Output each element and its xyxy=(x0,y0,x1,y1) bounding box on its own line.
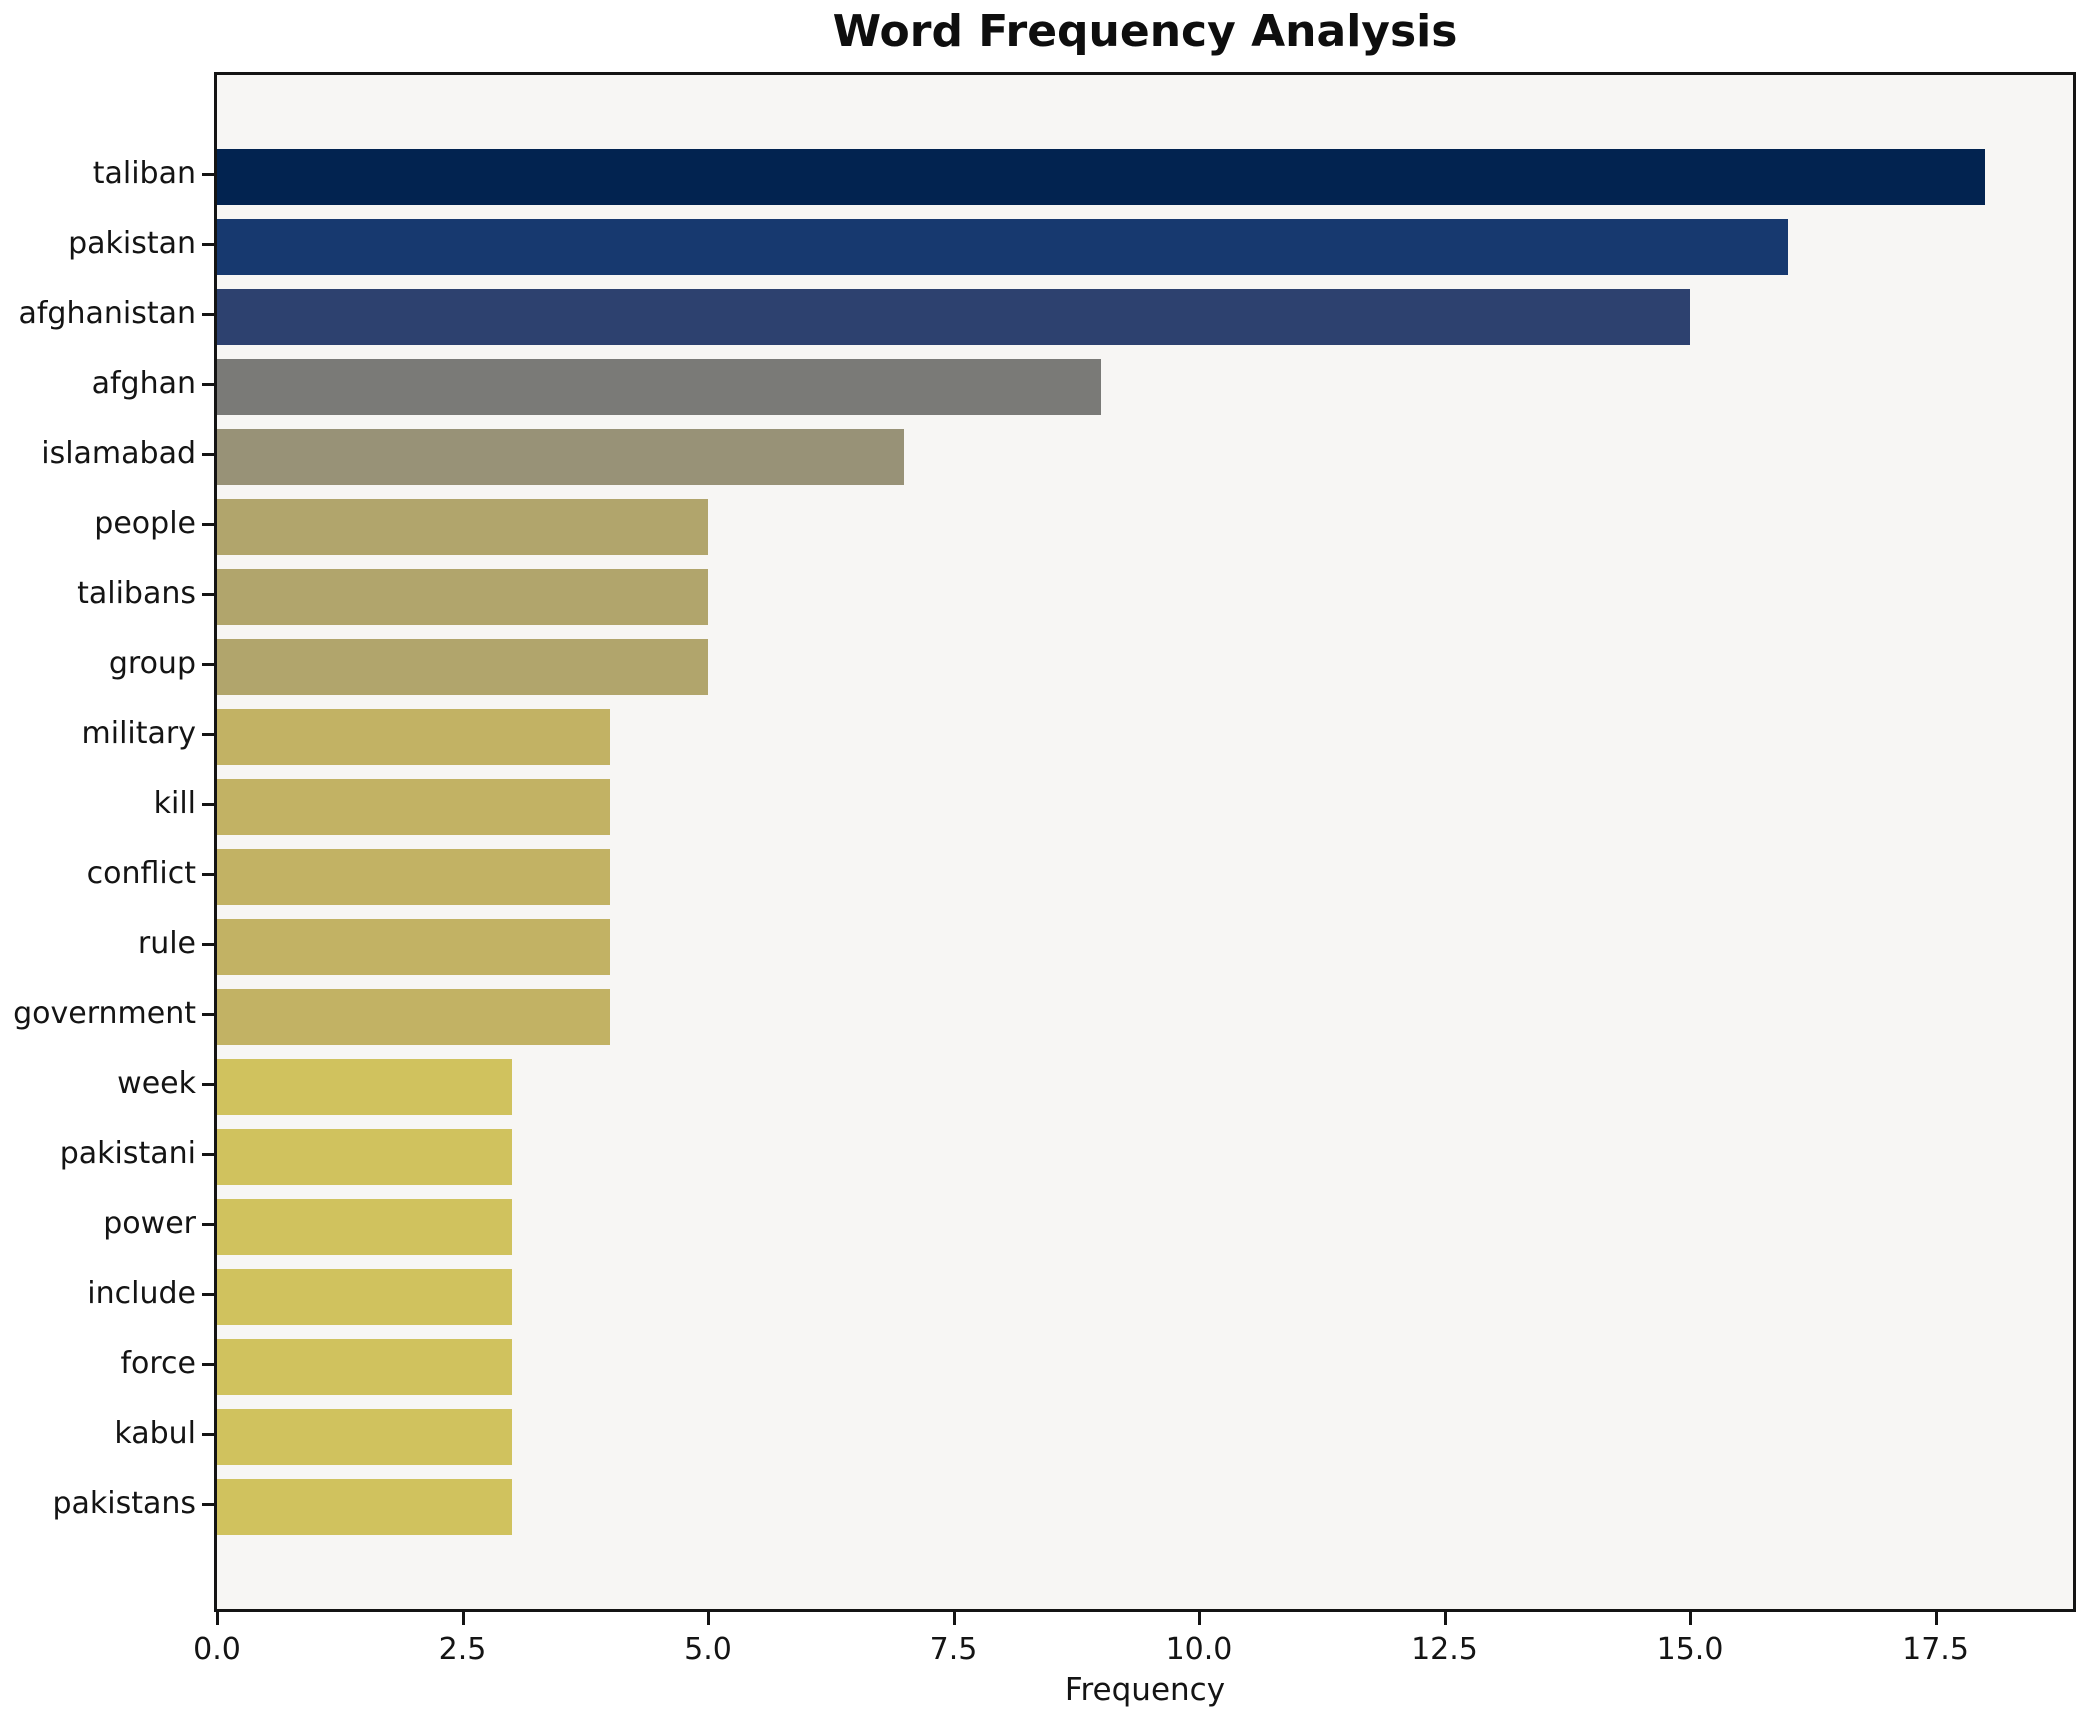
y-tick-pakistans xyxy=(202,1503,214,1507)
y-tick-talibans xyxy=(202,592,214,596)
bar-rule xyxy=(217,919,610,976)
x-tick-12.5 xyxy=(1443,1612,1447,1625)
y-label-pakistans: pakistans xyxy=(52,1486,196,1522)
y-label-islamabad: islamabad xyxy=(41,435,196,471)
y-label-pakistan: pakistan xyxy=(68,225,196,261)
y-label-people: people xyxy=(94,505,196,541)
y-tick-week xyxy=(202,1083,214,1087)
bar-pakistani xyxy=(217,1129,512,1186)
bar-people xyxy=(217,498,708,555)
bar-power xyxy=(217,1199,512,1256)
y-tick-afghan xyxy=(202,382,214,386)
x-tick-label-15.0: 15.0 xyxy=(1656,1632,1724,1667)
x-tick-5.0 xyxy=(707,1612,710,1625)
y-tick-pakistani xyxy=(202,1153,214,1157)
bar-include xyxy=(217,1269,512,1326)
y-label-group: group xyxy=(108,645,196,681)
x-tick-17.5 xyxy=(1934,1612,1938,1625)
y-tick-military xyxy=(202,732,214,736)
x-tick-2.5 xyxy=(461,1612,465,1625)
y-label-week: week xyxy=(117,1066,196,1102)
bar-conflict xyxy=(217,849,610,906)
x-tick-label-0.0: 0.0 xyxy=(193,1632,241,1667)
y-label-military: military xyxy=(81,715,196,751)
y-tick-taliban xyxy=(202,172,214,176)
y-tick-include xyxy=(202,1293,214,1297)
bar-government xyxy=(217,989,610,1046)
x-tick-label-7.5: 7.5 xyxy=(929,1632,978,1667)
y-label-talibans: talibans xyxy=(77,575,196,611)
y-label-power: power xyxy=(103,1206,196,1242)
plot-area xyxy=(214,72,2076,1612)
x-tick-label-17.5: 17.5 xyxy=(1902,1632,1969,1667)
y-tick-people xyxy=(202,522,214,526)
y-label-kabul: kabul xyxy=(114,1416,196,1452)
y-label-force: force xyxy=(120,1346,196,1382)
bar-talibans xyxy=(217,568,708,625)
y-label-afghan: afghan xyxy=(91,365,196,401)
bar-military xyxy=(217,708,610,765)
bar-islamabad xyxy=(217,428,905,485)
y-tick-afghanistan xyxy=(202,312,214,316)
x-tick-label-2.5: 2.5 xyxy=(438,1632,487,1667)
bar-pakistan xyxy=(217,218,1789,275)
y-label-taliban: taliban xyxy=(92,155,196,191)
y-label-pakistani: pakistani xyxy=(59,1136,196,1172)
y-tick-group xyxy=(202,662,214,666)
bar-kabul xyxy=(217,1409,512,1466)
y-label-conflict: conflict xyxy=(86,856,196,892)
y-tick-government xyxy=(202,1013,214,1017)
y-label-afghanistan: afghanistan xyxy=(18,295,196,331)
bar-force xyxy=(217,1339,512,1396)
x-tick-15.0 xyxy=(1689,1612,1693,1625)
x-tick-7.5 xyxy=(952,1612,956,1625)
bar-taliban xyxy=(217,148,1985,205)
y-tick-pakistan xyxy=(202,242,214,246)
bar-afghan xyxy=(217,358,1101,415)
y-label-include: include xyxy=(87,1276,196,1312)
bar-group xyxy=(217,638,708,695)
x-tick-label-10.0: 10.0 xyxy=(1165,1632,1233,1667)
bar-pakistans xyxy=(217,1479,512,1536)
y-tick-conflict xyxy=(202,873,214,877)
chart-title: Word Frequency Analysis xyxy=(832,6,1458,57)
bar-kill xyxy=(217,778,610,835)
y-tick-islamabad xyxy=(202,452,214,456)
y-label-kill: kill xyxy=(153,785,196,821)
y-label-rule: rule xyxy=(137,926,196,962)
y-tick-power xyxy=(202,1223,214,1227)
x-tick-label-12.5: 12.5 xyxy=(1411,1632,1478,1667)
x-tick-label-5.0: 5.0 xyxy=(684,1632,732,1667)
y-tick-rule xyxy=(202,943,214,947)
y-label-government: government xyxy=(13,996,196,1032)
x-tick-10.0 xyxy=(1198,1612,1201,1625)
bar-week xyxy=(217,1059,512,1116)
y-tick-kabul xyxy=(202,1433,214,1437)
bars-container xyxy=(217,75,2073,1609)
x-axis-title: Frequency xyxy=(1064,1672,1226,1708)
bar-afghanistan xyxy=(217,288,1691,345)
x-tick-0.0 xyxy=(216,1612,219,1625)
y-tick-force xyxy=(202,1363,214,1367)
y-tick-kill xyxy=(202,802,214,806)
